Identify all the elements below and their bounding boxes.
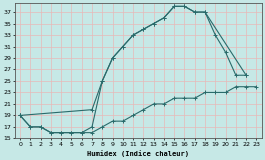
X-axis label: Humidex (Indice chaleur): Humidex (Indice chaleur) — [87, 150, 189, 156]
